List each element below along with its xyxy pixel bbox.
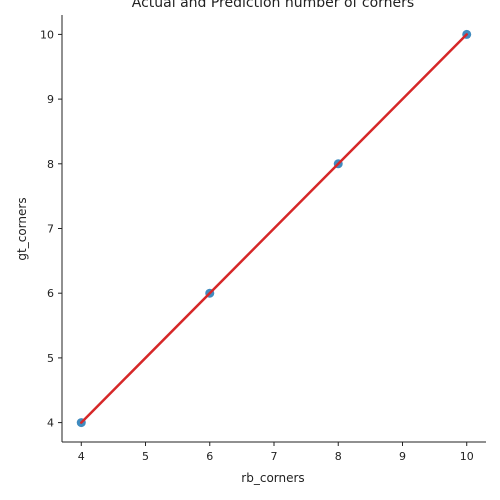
chart-title: Actual and Prediction number of corners: [132, 0, 414, 11]
y-tick-label: 4: [47, 417, 54, 430]
y-tick-label: 6: [47, 287, 54, 300]
y-axis-ticks: 4 5 6 7 8 9 10: [40, 28, 62, 430]
x-tick-label: 6: [206, 450, 213, 463]
plot-area: [76, 29, 472, 428]
x-axis-ticks: 4 5 6 7 8 9 10: [78, 442, 474, 463]
x-axis-label: rb_corners: [241, 471, 304, 485]
x-tick-label: 9: [399, 450, 406, 463]
x-tick-label: 5: [142, 450, 149, 463]
y-tick-label: 8: [47, 158, 54, 171]
y-tick-label: 7: [47, 223, 54, 236]
y-tick-label: 10: [40, 28, 54, 41]
y-tick-label: 9: [47, 93, 54, 106]
x-tick-label: 8: [335, 450, 342, 463]
y-tick-label: 5: [47, 352, 54, 365]
y-axis-label: gt_corners: [15, 197, 29, 260]
x-tick-label: 7: [271, 450, 278, 463]
x-tick-label: 10: [460, 450, 474, 463]
regression-line: [80, 33, 468, 424]
x-tick-label: 4: [78, 450, 85, 463]
